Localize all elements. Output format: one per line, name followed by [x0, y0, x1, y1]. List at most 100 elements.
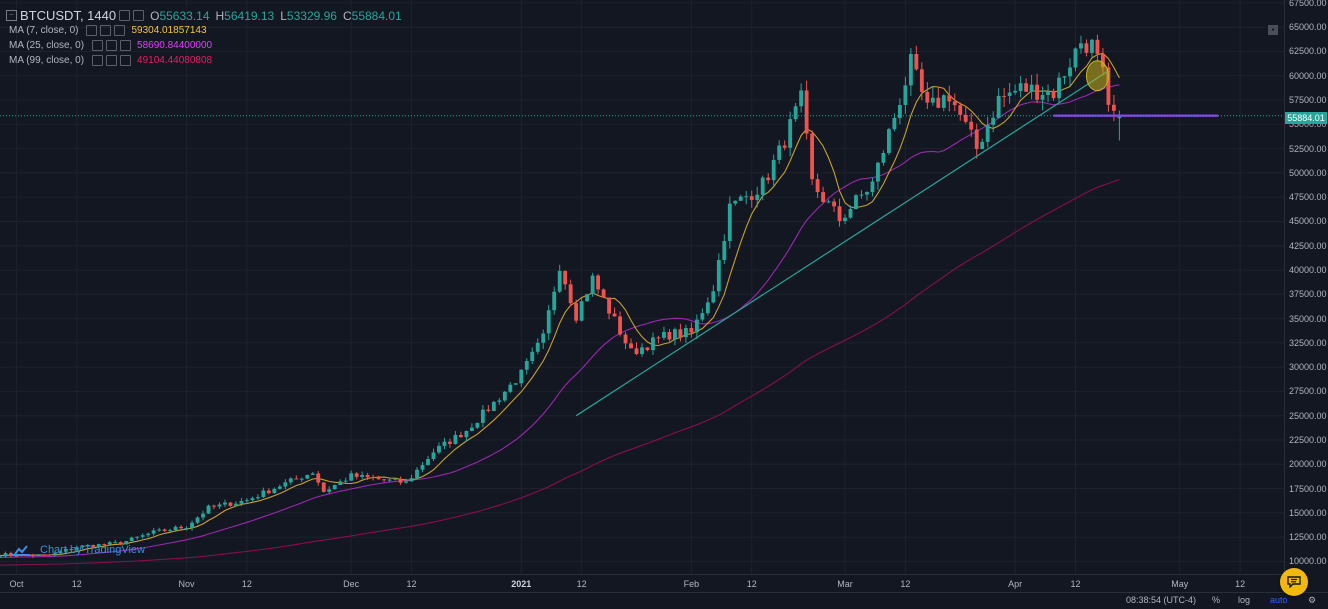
- candle-body: [919, 69, 924, 92]
- candlestick-chart[interactable]: [0, 0, 1284, 574]
- candle-body: [448, 441, 452, 444]
- visibility-icon[interactable]: [133, 10, 145, 21]
- percent-scale-button[interactable]: %: [1212, 595, 1221, 605]
- candle-body: [519, 369, 524, 384]
- candle-body: [376, 477, 381, 480]
- auto-scale-button[interactable]: auto: [1270, 595, 1288, 605]
- candle-body: [321, 482, 326, 492]
- candle-body: [1073, 48, 1078, 68]
- candle-body: [645, 347, 650, 351]
- ma7-close-icon[interactable]: [114, 25, 126, 36]
- tradingview-watermark[interactable]: Chart by TradingView: [12, 544, 145, 556]
- price-tick-label: 27500.00: [1289, 386, 1327, 397]
- candle-body: [887, 129, 891, 153]
- candle-body: [1062, 76, 1067, 78]
- candle-body: [80, 545, 85, 548]
- candle-body: [491, 401, 496, 411]
- candle-body: [349, 473, 354, 481]
- ma99-close-icon[interactable]: [120, 55, 132, 66]
- ma99-value: 49104.44080808: [137, 55, 213, 66]
- ma7-line: [0, 52, 1120, 557]
- candle-body: [925, 91, 930, 103]
- candle-body: [930, 97, 935, 103]
- candle-body: [700, 313, 705, 320]
- candle-body: [332, 485, 337, 490]
- ma7-row: MA (7, close, 0) 59304.01857143: [6, 23, 402, 38]
- price-axis[interactable]: 10000.00 12500.00 15000.00 17500.00 20000.00…: [1284, 0, 1328, 574]
- candle-body: [749, 196, 754, 200]
- candle-body: [673, 329, 677, 340]
- open-label: O: [150, 8, 160, 23]
- candle-body: [41, 554, 46, 556]
- ma25-settings-icon[interactable]: [106, 40, 118, 51]
- candle-body: [387, 479, 392, 481]
- time-tick-label: 12: [1235, 579, 1246, 589]
- candle-body: [124, 541, 129, 545]
- candle-body: [546, 310, 551, 334]
- candle-body: [173, 526, 178, 531]
- candle-body: [788, 119, 793, 148]
- candle-body: [486, 409, 491, 411]
- candle-body: [837, 206, 842, 222]
- candle-body: [140, 535, 145, 537]
- time-axis[interactable]: Oct 12 Nov 12 Dec 12 2021 12 Feb 12 Mar 12 Apr 12 May 1…: [0, 574, 1284, 593]
- candle-body: [398, 478, 403, 483]
- price-tick-label: 65000.00: [1289, 22, 1327, 33]
- chat-button[interactable]: [1280, 568, 1308, 596]
- candle-body: [469, 427, 474, 432]
- candle-body: [705, 302, 710, 314]
- candle-body: [190, 522, 194, 529]
- candle-body: [58, 551, 63, 554]
- ma25-visibility-icon[interactable]: [92, 40, 104, 51]
- candle-body: [760, 177, 765, 195]
- ma99-visibility-icon[interactable]: [92, 55, 104, 66]
- gear-icon[interactable]: ⚙: [1308, 595, 1317, 605]
- price-tick-label: 47500.00: [1289, 192, 1327, 203]
- candle-body: [903, 85, 908, 105]
- candle-body: [1111, 104, 1116, 111]
- time-tick-label: 12: [71, 579, 82, 589]
- candle-body: [442, 441, 447, 446]
- candle-body: [404, 481, 408, 483]
- log-scale-button[interactable]: log: [1238, 595, 1251, 605]
- candle-body: [14, 555, 19, 557]
- candle-body: [250, 498, 255, 501]
- candle-body: [612, 313, 617, 317]
- candle-body: [980, 141, 985, 149]
- price-tick-label: 45000.00: [1289, 216, 1327, 227]
- candle-body: [667, 331, 672, 340]
- ma7-settings-icon[interactable]: [100, 25, 112, 36]
- collapse-legend-icon[interactable]: −: [6, 10, 17, 21]
- bottom-toolbar: 08:38:54 (UTC-4) % log auto ⚙: [0, 592, 1328, 609]
- price-tick-label: 37500.00: [1289, 289, 1327, 300]
- candle-body: [261, 490, 266, 498]
- ma7-visibility-icon[interactable]: [86, 25, 98, 36]
- candle-body: [799, 90, 804, 107]
- candle-body: [662, 331, 666, 338]
- candle-body: [327, 489, 332, 492]
- symbol-row: − BTCUSDT, 1440 O 55633.14 H 56419.13 L 533…: [6, 8, 402, 23]
- ma7-name: MA (7, close, 0): [9, 25, 79, 36]
- candle-body: [464, 431, 469, 438]
- ma25-line: [0, 84, 1120, 558]
- candle-body: [146, 533, 151, 536]
- price-tick-label: 35000.00: [1289, 313, 1327, 324]
- price-scale-settings-button[interactable]: ▪: [1268, 25, 1278, 35]
- candle-body: [711, 291, 716, 303]
- ma99-settings-icon[interactable]: [106, 55, 118, 66]
- candle-body: [168, 530, 173, 532]
- clock-readout: 08:38:54 (UTC-4): [1126, 595, 1197, 605]
- price-tick-label: 20000.00: [1289, 459, 1327, 470]
- candle-body: [574, 303, 579, 321]
- open-value: 55633.14: [159, 8, 210, 23]
- candle-body: [1090, 39, 1094, 53]
- price-tick-label: 40000.00: [1289, 265, 1327, 275]
- candle-body: [480, 409, 485, 423]
- ma25-close-icon[interactable]: [120, 40, 132, 51]
- candle-body: [936, 97, 941, 108]
- candle-body: [694, 319, 699, 333]
- settings-icon[interactable]: [119, 10, 131, 21]
- chart-plot-area[interactable]: [0, 0, 1284, 574]
- candle-body: [716, 260, 721, 292]
- candle-body: [497, 400, 502, 402]
